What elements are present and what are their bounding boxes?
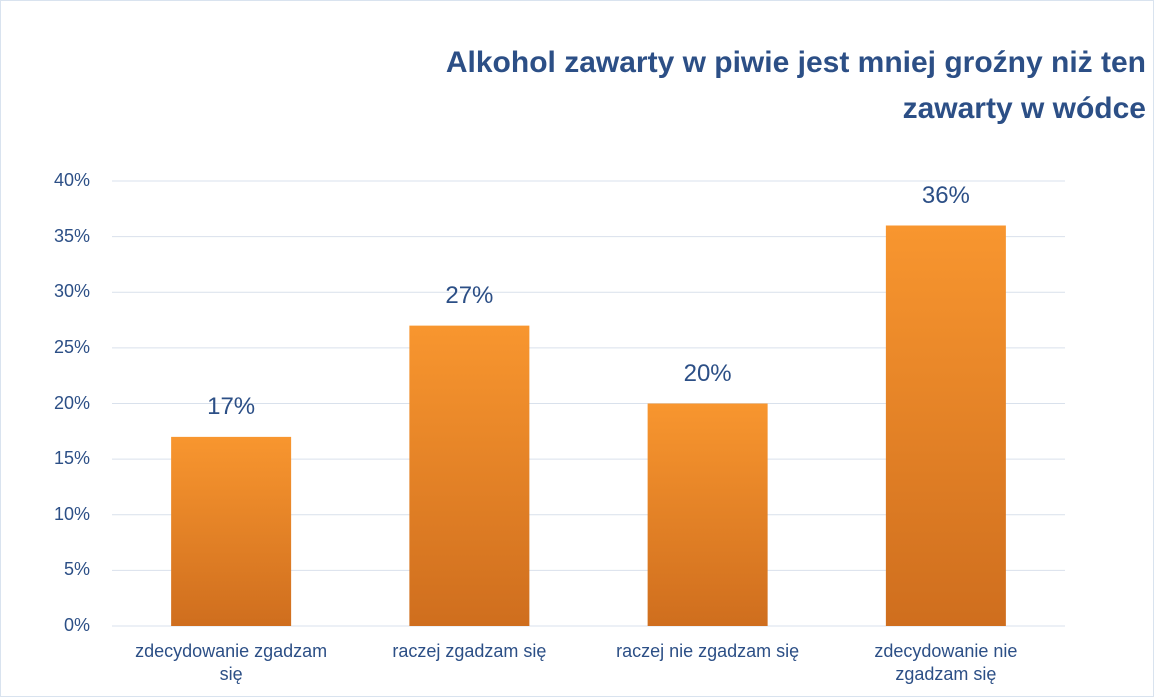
bar: [647, 403, 768, 626]
y-tick-label: 25%: [53, 336, 90, 357]
bar: [409, 325, 530, 626]
x-tick-label: zdecydowanie nie zgadzam się: [874, 641, 1018, 684]
value-label: 17%: [207, 392, 256, 420]
y-tick-label: 10%: [53, 503, 90, 524]
x-tick-label: raczej nie zgadzam się: [616, 641, 800, 661]
y-tick-label: 0%: [63, 615, 90, 635]
chart-title: Alkohol zawarty w piwie jest mniej groźn…: [445, 46, 1146, 125]
value-label: 20%: [683, 359, 732, 387]
y-tick-label: 40%: [53, 170, 90, 190]
x-tick-label: raczej zgadzam się: [392, 641, 547, 661]
y-tick-label: 35%: [53, 225, 90, 246]
y-tick-label: 15%: [53, 448, 90, 469]
y-tick-label: 5%: [63, 559, 90, 580]
y-tick-label: 20%: [53, 392, 90, 413]
bar: [885, 225, 1006, 626]
x-tick-label: zdecydowanie zgadzam się: [135, 641, 328, 684]
value-label: 36%: [921, 181, 970, 209]
y-tick-label: 30%: [53, 281, 90, 302]
value-label: 27%: [445, 281, 494, 309]
bar: [171, 436, 292, 626]
